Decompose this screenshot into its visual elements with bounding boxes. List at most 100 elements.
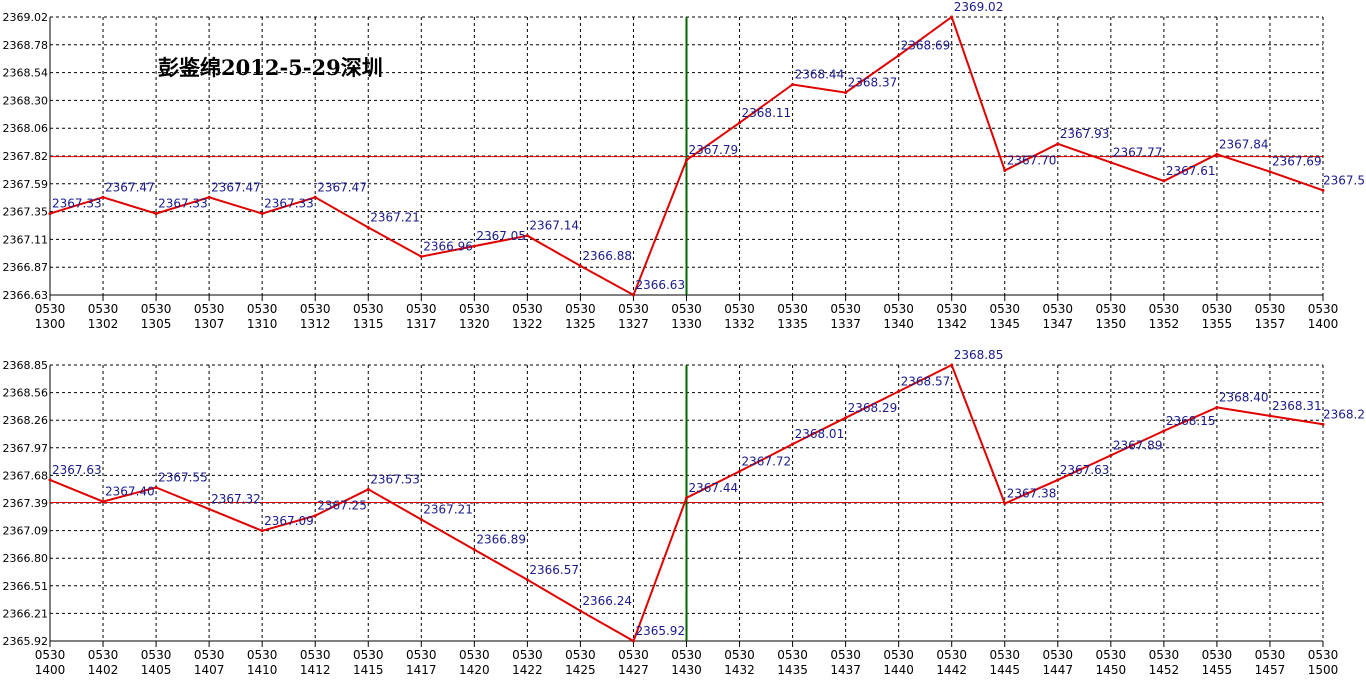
data-label: 2366.89 [476,533,526,547]
y-tick-label: 2367.68 [3,469,49,482]
x-tick-label-time: 1455 [1202,663,1233,677]
x-tick-label-time: 1417 [406,663,437,677]
y-tick-label: 2367.35 [3,206,49,219]
x-tick-label-date: 0530 [724,648,755,662]
x-tick-label-date: 0530 [1255,302,1286,316]
data-point [578,264,582,268]
data-point [472,548,476,552]
y-tick-label: 2367.09 [3,525,49,538]
data-point [631,293,635,297]
data-point [844,416,848,420]
x-tick-label-time: 1345 [989,317,1020,331]
data-point [1056,142,1060,146]
x-tick-label-date: 0530 [1096,302,1127,316]
x-tick-label-date: 0530 [35,302,66,316]
x-tick-label-date: 0530 [1043,648,1074,662]
x-tick-label-date: 0530 [353,302,384,316]
data-label: 2367.61 [1166,164,1216,178]
x-tick-label-time: 1300 [35,317,66,331]
x-tick-label-date: 0530 [512,648,543,662]
data-point [631,639,635,643]
x-tick-label-date: 0530 [1202,648,1233,662]
data-point [154,485,158,489]
x-tick-label-time: 1450 [1096,663,1127,677]
x-tick-label-time: 1350 [1096,317,1127,331]
x-tick-label-time: 1407 [194,663,225,677]
data-label: 2367.47 [211,180,261,194]
data-label: 2368.01 [795,427,845,441]
data-point [897,53,901,57]
x-tick-label-date: 0530 [936,648,967,662]
x-tick-label-date: 0530 [777,648,808,662]
x-tick-label-date: 0530 [1149,302,1180,316]
data-point [1321,188,1325,192]
data-point [578,609,582,613]
x-tick-label-time: 1400 [1308,317,1339,331]
x-tick-label-time: 1422 [512,663,543,677]
data-point [738,469,742,473]
data-point [101,500,105,504]
x-tick-label-time: 1442 [936,663,967,677]
y-tick-label: 2368.85 [3,359,49,372]
data-label: 2367.69 [1272,155,1322,169]
data-label: 2367.32 [211,492,261,506]
data-point [260,212,264,216]
x-tick-label-date: 0530 [883,302,914,316]
x-tick-label-time: 1432 [724,663,755,677]
data-point [419,255,423,259]
x-tick-label-date: 0530 [406,302,437,316]
y-tick-label: 2368.30 [3,94,49,107]
x-tick-label-date: 0530 [777,302,808,316]
y-tick-label: 2369.02 [3,11,49,24]
data-label: 2368.85 [954,348,1004,362]
x-tick-label-time: 1327 [618,317,649,331]
x-tick-label-date: 0530 [830,648,861,662]
x-tick-label-date: 0530 [88,302,119,316]
x-tick-label-time: 1320 [459,317,490,331]
x-tick-label-date: 0530 [1043,302,1074,316]
y-tick-label: 2367.39 [3,497,49,510]
x-tick-label-time: 1310 [247,317,278,331]
data-point [791,82,795,86]
x-tick-label-date: 0530 [1255,648,1286,662]
data-label: 2367.84 [1219,137,1269,151]
data-point [1215,152,1219,156]
data-label: 2367.47 [317,180,367,194]
x-tick-label-time: 1415 [353,663,384,677]
x-tick-label-date: 0530 [459,302,490,316]
data-point [1056,478,1060,482]
data-label: 2367.72 [742,454,792,468]
data-label: 2366.88 [582,249,632,263]
x-tick-label-time: 1305 [141,317,172,331]
x-tick-label-date: 0530 [671,302,702,316]
data-label: 2367.77 [1113,145,1163,159]
y-tick-label: 2368.26 [3,414,49,427]
data-label: 2368.44 [795,67,845,81]
data-label: 2367.70 [1007,154,1057,168]
x-tick-label-time: 1317 [406,317,437,331]
x-tick-label-date: 0530 [618,302,649,316]
x-tick-label-date: 0530 [724,302,755,316]
x-tick-label-time: 1402 [88,663,119,677]
data-point [525,578,529,582]
data-label: 2367.40 [105,485,155,499]
x-tick-label-time: 1410 [247,663,278,677]
data-point [897,389,901,393]
y-tick-label: 2367.11 [3,233,49,246]
data-point [1162,179,1166,183]
x-tick-label-time: 1405 [141,663,172,677]
x-tick-label-date: 0530 [459,648,490,662]
data-point [366,226,370,230]
x-tick-label-time: 1355 [1202,317,1233,331]
x-tick-label-date: 0530 [671,648,702,662]
x-tick-label-time: 1425 [565,663,596,677]
x-tick-label-time: 1435 [777,663,808,677]
data-point [260,529,264,533]
x-tick-label-time: 1457 [1255,663,1286,677]
x-tick-label-date: 0530 [194,648,225,662]
data-label: 2367.14 [529,219,579,233]
data-label: 2368.69 [901,38,951,52]
data-point [1268,414,1272,418]
data-label: 2367.53 [370,472,420,486]
data-point [1268,170,1272,174]
